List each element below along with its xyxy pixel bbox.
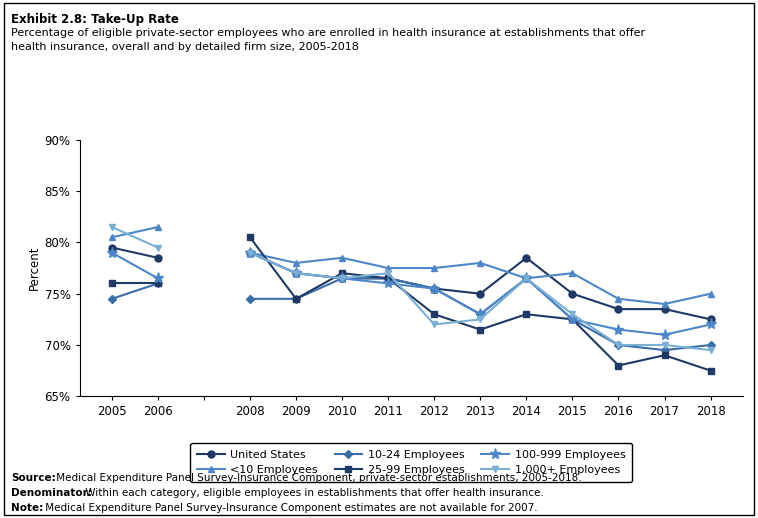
Line: <10 Employees: <10 Employees — [108, 224, 161, 241]
Y-axis label: Percent: Percent — [27, 246, 40, 290]
100-999 Employees — [108, 250, 117, 256]
Line: 25-99 Employees: 25-99 Employees — [108, 280, 161, 287]
Text: Medical Expenditure Panel Survey-Insurance Component estimates are not available: Medical Expenditure Panel Survey-Insuran… — [42, 503, 537, 513]
United States — [108, 244, 117, 251]
Legend: United States, <10 Employees, 10-24 Employees, 25-99 Employees, 100-999 Employee: United States, <10 Employees, 10-24 Empl… — [190, 443, 632, 482]
Text: Denominator:: Denominator: — [11, 488, 92, 498]
1,000+ Employees — [153, 244, 162, 251]
1,000+ Employees — [108, 224, 117, 230]
Text: Exhibit 2.8: Take-Up Rate: Exhibit 2.8: Take-Up Rate — [11, 13, 179, 26]
25-99 Employees — [108, 280, 117, 286]
<10 Employees — [153, 224, 162, 230]
Text: Source:: Source: — [11, 473, 56, 483]
10-24 Employees — [108, 296, 117, 302]
Text: Percentage of eligible private-sector employees who are enrolled in health insur: Percentage of eligible private-sector em… — [11, 28, 646, 52]
10-24 Employees — [153, 280, 162, 286]
United States — [153, 255, 162, 261]
Line: 1,000+ Employees: 1,000+ Employees — [108, 224, 161, 251]
Text: Within each category, eligible employees in establishments that offer health ins: Within each category, eligible employees… — [82, 488, 543, 498]
25-99 Employees — [153, 280, 162, 286]
Text: Medical Expenditure Panel Survey-Insurance Component, private-sector establishme: Medical Expenditure Panel Survey-Insuran… — [53, 473, 581, 483]
100-999 Employees — [153, 275, 162, 281]
<10 Employees — [108, 234, 117, 240]
Text: Note:: Note: — [11, 503, 44, 513]
Line: 10-24 Employees: 10-24 Employees — [109, 281, 161, 301]
Line: United States: United States — [108, 244, 161, 261]
Line: 100-999 Employees: 100-999 Employees — [106, 247, 164, 284]
